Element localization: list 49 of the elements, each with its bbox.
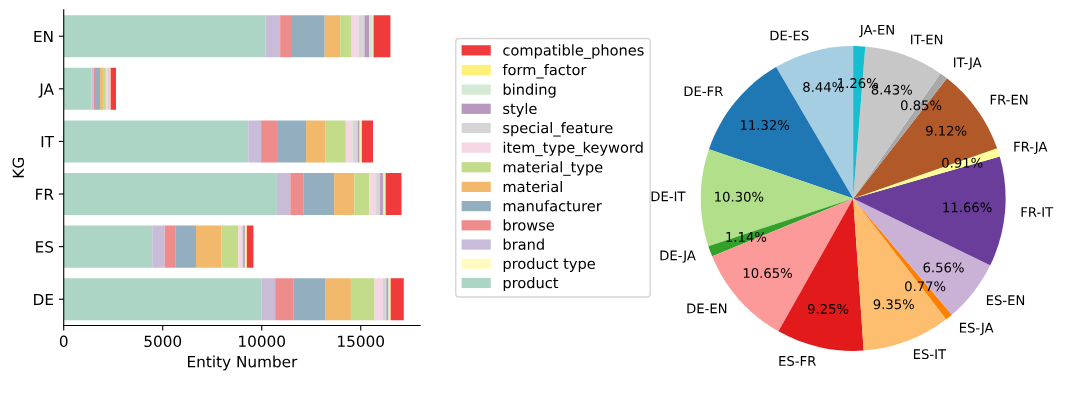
- y-tick-label: IT: [41, 136, 55, 148]
- x-tick-label: 5000: [144, 335, 182, 348]
- data-label: 10.65%: [743, 268, 792, 279]
- slice-label: DE-ES: [770, 30, 809, 41]
- legend-label: brand: [503, 238, 544, 250]
- slice-label: ES-EN: [986, 295, 1025, 306]
- slice-label: ES-FR: [779, 355, 816, 366]
- legend-label: compatible_phones: [503, 44, 644, 59]
- x-tick-label: 15000: [338, 335, 385, 348]
- y-tick-label: DE: [34, 293, 54, 306]
- slice-label: ES-IT: [913, 349, 947, 360]
- legend-label: material: [503, 180, 562, 193]
- slice-label: FR-IT: [1021, 207, 1054, 217]
- y-tick-label: JA: [38, 83, 54, 98]
- y-tick-label: EN: [34, 30, 53, 43]
- slice-label: IT-JA: [954, 57, 982, 70]
- legend-label: material_type: [503, 161, 603, 176]
- y-tick-label: ES: [36, 241, 54, 253]
- slice-label: DE-EN: [687, 303, 727, 314]
- slice-label: DE-JA: [660, 250, 696, 263]
- data-label: 9.35%: [873, 299, 914, 310]
- legend-label: manufacturer: [503, 200, 602, 212]
- data-label: 9.25%: [807, 303, 849, 314]
- legend-label: style: [503, 102, 537, 117]
- slice-label: FR-EN: [990, 94, 1028, 105]
- data-label: 10.30%: [715, 191, 764, 202]
- y-axis-title: KG: [12, 158, 25, 178]
- legend-label: form_factor: [502, 63, 587, 79]
- slice-label: DE-FR: [684, 86, 723, 97]
- x-tick-label: 0: [59, 335, 68, 348]
- slice-label: DE-IT: [651, 191, 686, 202]
- legend-label: product: [503, 277, 559, 292]
- slice-label: ES-JA: [959, 322, 994, 336]
- data-label: 11.66%: [943, 202, 992, 213]
- x-axis-title: Entity Number: [188, 355, 298, 371]
- legend-label: binding: [503, 83, 556, 98]
- data-label: 6.56%: [923, 262, 964, 273]
- x-tick-label: 10000: [239, 335, 286, 348]
- data-label: 11.32%: [740, 120, 790, 130]
- legend-label: special_feature: [503, 122, 613, 137]
- slice-label: IT-EN: [911, 34, 943, 45]
- legend-label: browse: [503, 219, 554, 231]
- legend-label: product type: [503, 257, 595, 272]
- y-tick-label: FR: [36, 188, 54, 200]
- data-label: 9.12%: [925, 125, 967, 136]
- slice-label: FR-JA: [1014, 141, 1048, 155]
- data-label: 0.77%: [905, 281, 946, 292]
- legend-label: item_type_keyword: [503, 141, 643, 157]
- slice-label: JA-EN: [859, 24, 894, 38]
